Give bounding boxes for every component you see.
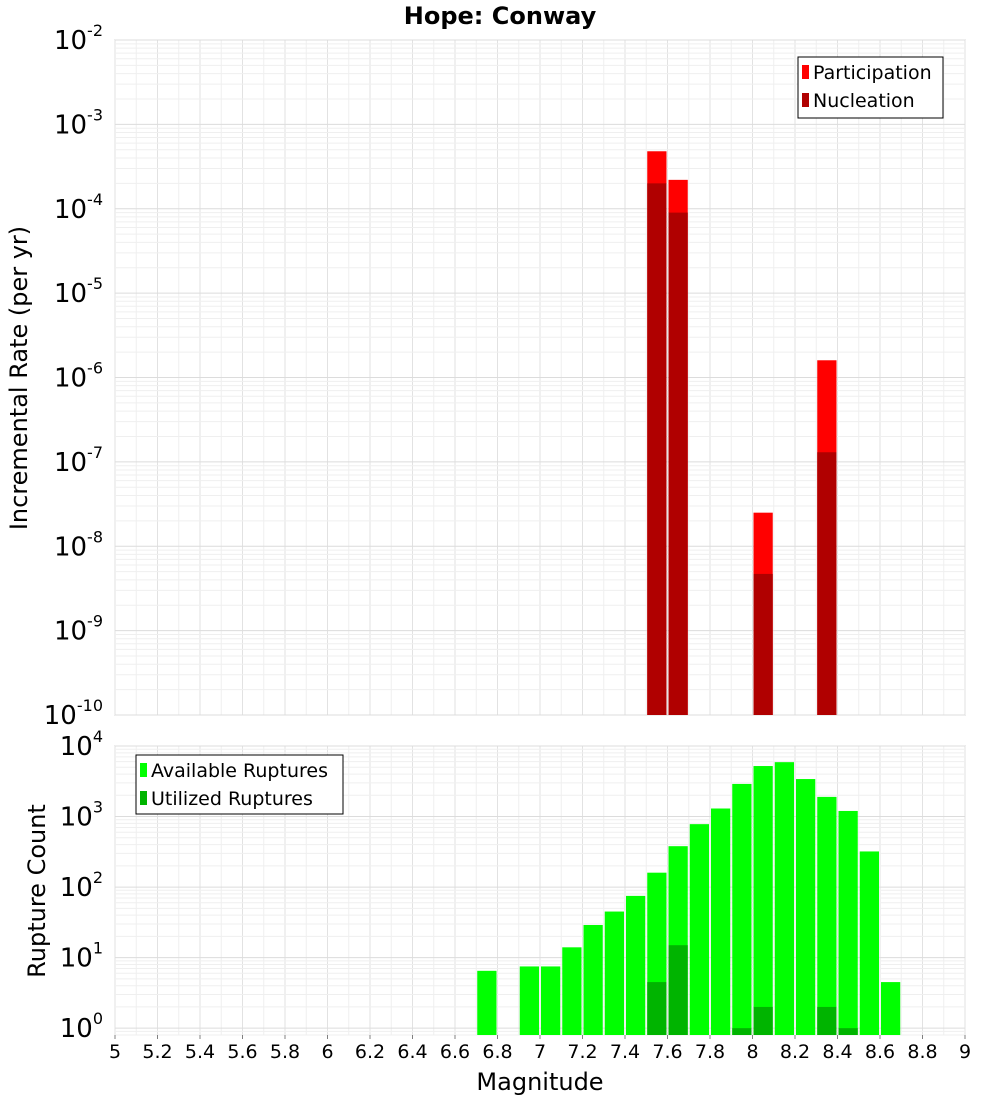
bar-available-ruptures [859, 851, 879, 1035]
x-tick-label: 5.4 [185, 1041, 215, 1063]
bar-utilized-ruptures [647, 982, 667, 1035]
legend-swatch-participation [802, 65, 809, 79]
bar-utilized-ruptures [753, 1006, 773, 1035]
x-tick-label: 6.2 [355, 1041, 385, 1063]
legend-box-top [797, 56, 944, 119]
x-tick-label: 8.4 [822, 1041, 852, 1063]
bar-nucleation [753, 573, 773, 715]
bar-utilized-ruptures [838, 1028, 858, 1035]
x-tick-label: 5 [109, 1041, 121, 1063]
y-tick-label: 10-9 [54, 612, 103, 647]
x-tick-label: 6.8 [482, 1041, 512, 1063]
bar-available-ruptures [796, 779, 816, 1035]
x-tick-label: 8.8 [907, 1041, 937, 1063]
bar-available-ruptures [732, 783, 752, 1035]
bar-available-ruptures [774, 762, 794, 1035]
x-tick-label: 6 [321, 1041, 333, 1063]
x-tick-label: 8 [746, 1041, 758, 1063]
bar-available-ruptures [753, 766, 773, 1035]
bar-available-ruptures [881, 982, 901, 1035]
y-axis-label-bottom: Rupture Count [23, 804, 51, 978]
bar-available-ruptures [604, 911, 624, 1035]
rupture-count-panel: 100 101 102 103 104 Rupture Count Available … [23, 727, 966, 1044]
bar-available-ruptures [711, 808, 731, 1035]
bar-available-ruptures [626, 895, 646, 1035]
x-tick-label: 5.2 [142, 1041, 172, 1063]
y-tick-label: 100 [60, 1009, 103, 1044]
legend-swatch-nucleation [802, 93, 809, 107]
bar-available-ruptures [519, 966, 539, 1035]
chart-title: Hope: Conway [404, 2, 597, 30]
bar-available-ruptures [838, 810, 858, 1035]
bar-nucleation [817, 452, 837, 715]
y-ticks-bottom: 100 101 102 103 104 [60, 727, 103, 1044]
bar-available-ruptures [817, 796, 837, 1035]
legend-label-available: Available Ruptures [151, 760, 328, 782]
y-tick-label: 10-8 [54, 527, 103, 562]
x-tick-label: 7.8 [695, 1041, 725, 1063]
y-tick-label: 10-5 [54, 274, 103, 309]
x-tick-label: 7 [534, 1041, 546, 1063]
y-axis-label-top: Incremental Rate (per yr) [5, 226, 33, 530]
x-tick-label: 9 [959, 1041, 971, 1063]
bar-utilized-ruptures [668, 945, 688, 1035]
bar-available-ruptures [477, 970, 497, 1035]
x-tick-label: 8.6 [865, 1041, 895, 1063]
legend-label-nucleation: Nucleation [813, 90, 915, 112]
y-tick-label: 10-7 [54, 443, 103, 478]
legend-box-bottom [135, 754, 344, 815]
x-tick-label: 5.6 [227, 1041, 257, 1063]
bar-available-ruptures [562, 947, 582, 1035]
legend-swatch-available [140, 763, 147, 777]
bar-utilized-ruptures [817, 1006, 837, 1035]
bar-available-ruptures [541, 966, 561, 1035]
legend-bottom: Available Ruptures Utilized Ruptures [135, 754, 344, 815]
x-ticks: 5 5.2 5.4 5.6 5.8 6 6.2 6.4 6.6 6.8 7 7.2 7.4 7.6 7.8 8… [109, 1035, 971, 1063]
y-tick-label: 104 [60, 727, 103, 762]
x-axis-label: Magnitude [476, 1068, 603, 1096]
x-tick-label: 7.2 [567, 1041, 597, 1063]
legend-label-participation: Participation [813, 62, 932, 84]
y-tick-label: 10-10 [44, 696, 103, 731]
x-tick-label: 5.8 [270, 1041, 300, 1063]
participation-nucleation-panel: 10-10 10-9 10-8 10-7 10-6 10-5 10-4 10-3 10-2 In… [5, 21, 966, 731]
x-tick-label: 6.6 [440, 1041, 470, 1063]
y-tick-label: 101 [60, 939, 103, 974]
grid-top [114, 39, 966, 716]
bar-utilized-ruptures [732, 1028, 752, 1035]
y-tick-label: 10-2 [54, 21, 103, 56]
x-tick-label: 8.2 [780, 1041, 810, 1063]
y-tick-label: 102 [60, 868, 103, 903]
legend-swatch-utilized [140, 791, 147, 805]
bar-available-ruptures [583, 925, 603, 1035]
x-tick-label: 7.6 [652, 1041, 682, 1063]
legend-label-utilized: Utilized Ruptures [151, 788, 313, 810]
y-tick-label: 10-6 [54, 359, 103, 394]
legend-top: Participation Nucleation [797, 56, 944, 119]
bar-nucleation [647, 183, 667, 716]
y-tick-label: 103 [60, 798, 103, 833]
y-ticks-top: 10-10 10-9 10-8 10-7 10-6 10-5 10-4 10-3 10-2 [44, 21, 103, 731]
x-tick-label: 6.4 [397, 1041, 427, 1063]
bars-bottom [477, 762, 901, 1035]
bars-top [647, 151, 837, 716]
x-tick-label: 7.4 [610, 1041, 640, 1063]
y-tick-label: 10-4 [54, 190, 103, 225]
bar-nucleation [668, 212, 688, 716]
y-tick-label: 10-3 [54, 105, 103, 140]
bar-available-ruptures [689, 824, 709, 1035]
